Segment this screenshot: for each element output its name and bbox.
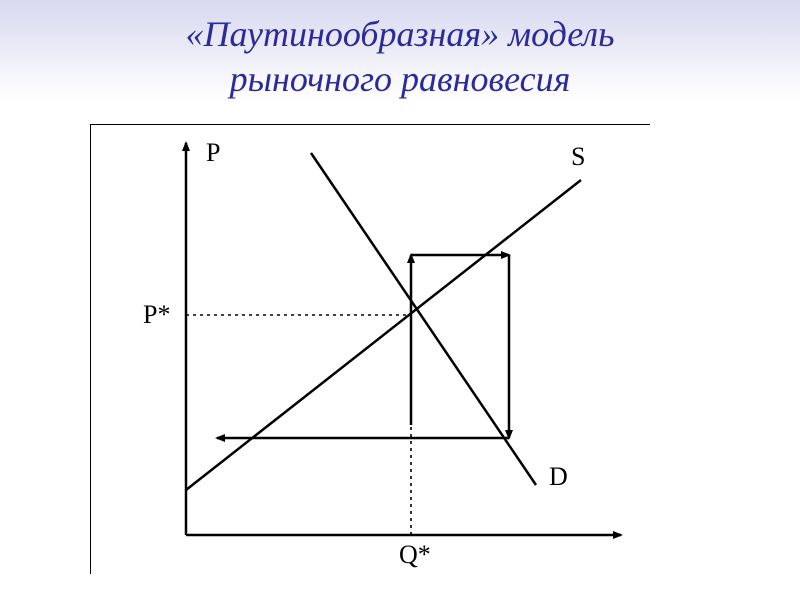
cobweb-diagram: P S D P* Q* (90, 124, 650, 574)
title-bar: «Паутинообразная» модель рыночного равно… (0, 0, 800, 118)
page-title: «Паутинообразная» модель рыночного равно… (20, 12, 780, 102)
q-star-label: Q* (399, 540, 431, 569)
supply-curve (186, 180, 581, 490)
y-axis-label: P (206, 138, 220, 167)
title-line-1: «Паутинообразная» модель (186, 14, 615, 54)
supply-label: S (571, 142, 585, 171)
demand-label: D (549, 462, 568, 491)
diagram-svg: P S D P* Q* (91, 125, 651, 575)
demand-curve (311, 153, 536, 485)
p-star-label: P* (143, 300, 170, 329)
title-line-2: рыночного равновесия (230, 59, 571, 99)
